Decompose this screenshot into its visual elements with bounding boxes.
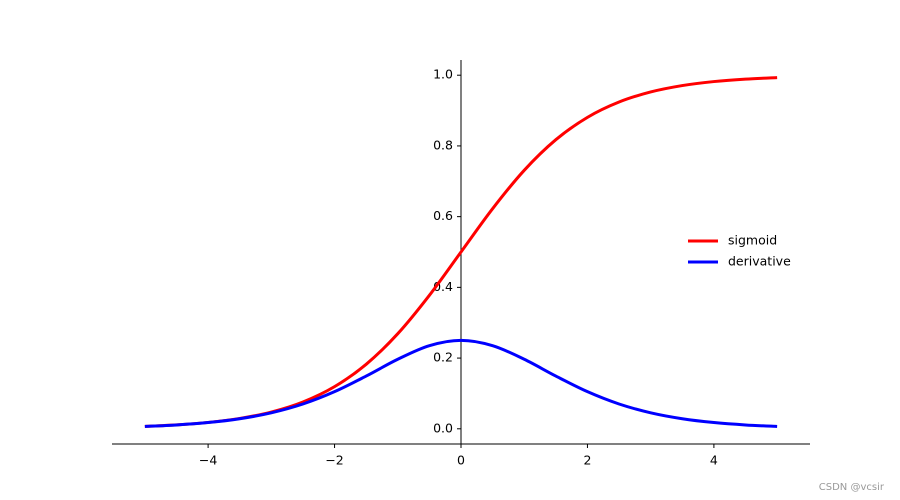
line [144, 338, 778, 428]
y-tick-label: 0.8 [433, 137, 453, 152]
x-tick-label: 2 [583, 453, 591, 468]
y-tick-label: 0.6 [433, 208, 453, 223]
y-tick-label: 0.0 [433, 420, 453, 435]
x-tick-label: −2 [325, 453, 343, 468]
legend-label: derivative [728, 254, 791, 269]
watermark: CSDN @vcsir [819, 482, 885, 493]
y-tick-label: 0.2 [433, 350, 453, 365]
y-tick-label: 1.0 [433, 67, 453, 82]
x-tick-label: −4 [199, 453, 217, 468]
legend-label: sigmoid [728, 233, 777, 248]
x-tick-label: 0 [457, 453, 465, 468]
x-tick-label: 4 [710, 453, 718, 468]
